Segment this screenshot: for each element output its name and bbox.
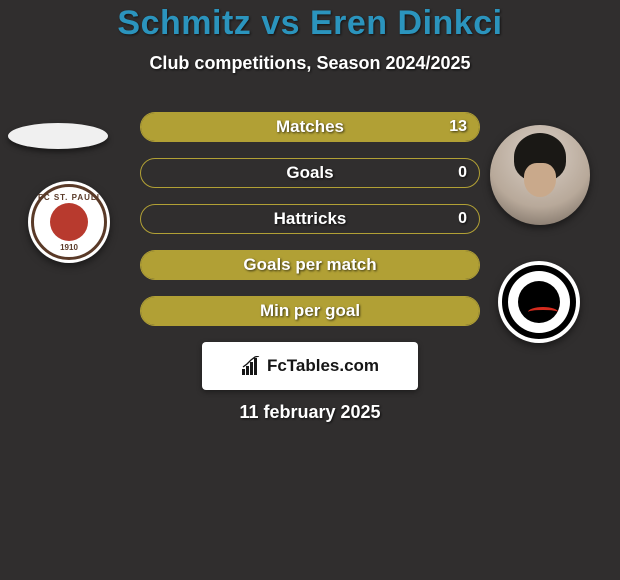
attribution: FcTables.com [202, 342, 418, 390]
logo-core [518, 281, 560, 323]
player-photo-right [490, 125, 590, 225]
stat-label: Matches [141, 117, 479, 137]
subtitle: Club competitions, Season 2024/2025 [0, 53, 620, 74]
club-logo-stpauli: FC ST. PAULI 1910 [28, 181, 110, 263]
page-title: Schmitz vs Eren Dinkci [0, 4, 620, 43]
stat-row-matches: Matches 13 [140, 112, 480, 142]
logo-text-top: FC ST. PAULI [34, 193, 104, 202]
logo-inner-ring [508, 271, 570, 333]
stat-row-mpg: Min per goal [140, 296, 480, 326]
date: 11 february 2025 [0, 402, 620, 423]
logo-inner [50, 203, 88, 241]
stat-row-goals: Goals 0 [140, 158, 480, 188]
chart-icon [241, 356, 263, 376]
stat-label: Min per goal [141, 301, 479, 321]
stat-label: Goals per match [141, 255, 479, 275]
stat-value-right: 13 [449, 118, 467, 136]
logo-ring: FC ST. PAULI 1910 [31, 184, 107, 260]
stat-row-hattricks: Hattricks 0 [140, 204, 480, 234]
player-photo-left [8, 123, 108, 149]
stat-value-right: 0 [458, 164, 467, 182]
logo-text-bottom: 1910 [34, 243, 104, 252]
stat-row-gpm: Goals per match [140, 250, 480, 280]
stat-value-right: 0 [458, 210, 467, 228]
club-logo-freiburg [498, 261, 580, 343]
stat-label: Goals [141, 163, 479, 183]
logo-wave [528, 307, 558, 317]
stat-label: Hattricks [141, 209, 479, 229]
attribution-text: FcTables.com [267, 356, 379, 376]
logo-outer [500, 263, 578, 341]
